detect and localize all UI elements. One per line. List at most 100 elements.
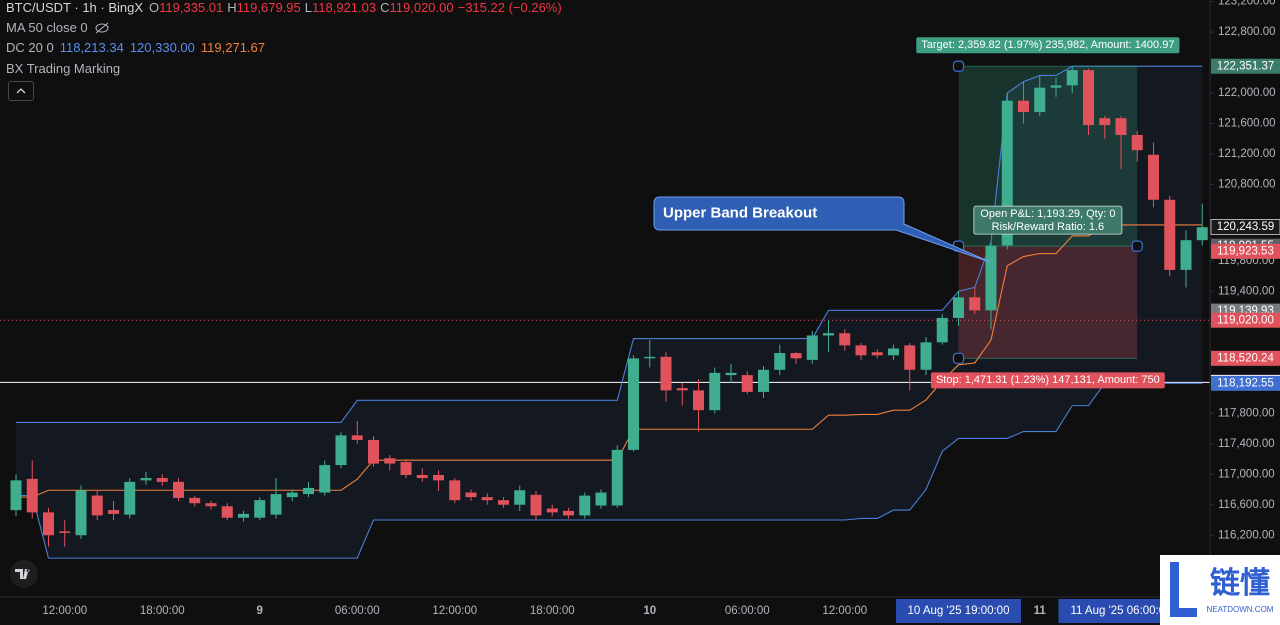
x-tick-label: 10 Aug '25 19:00:00 <box>908 605 1010 617</box>
price-tag-label: 120,243.59 <box>1217 221 1275 233</box>
position-handle <box>1131 240 1143 252</box>
candle-body <box>644 356 656 359</box>
candle-body <box>416 475 428 479</box>
price-tag-label: 122,351.37 <box>1217 60 1275 72</box>
candle-body <box>351 435 363 440</box>
candle-body <box>969 297 981 311</box>
y-tick-label: 116,200.00 <box>1218 529 1275 541</box>
indicator-line: BX Trading Marking <box>6 61 120 76</box>
price-tag <box>1211 350 1280 366</box>
logo-mark <box>15 569 30 579</box>
x-tick-label: 10 <box>643 605 656 617</box>
candle-body <box>953 297 964 318</box>
axes: 123,200.00 122,800.00 122,000.00 121,600.00… <box>42 0 1280 623</box>
candle-body <box>1131 134 1143 151</box>
candle-body <box>498 500 509 505</box>
candle-body <box>546 508 558 513</box>
candle-body <box>790 353 802 359</box>
price-tag-label: 118,520.24 <box>1217 352 1274 364</box>
candle-body <box>1196 227 1208 241</box>
candle-body <box>43 512 54 536</box>
ohlc-value: 118,921.03 <box>312 0 377 15</box>
candle-body <box>530 494 542 516</box>
selected-label-bg <box>896 599 1021 623</box>
candle-body <box>173 481 184 498</box>
candle-body <box>481 497 493 501</box>
price-tag <box>1211 243 1280 259</box>
y-tick-label: 120,800.00 <box>1218 179 1276 191</box>
candle-body <box>303 487 314 495</box>
price-tag-label: 119,020.00 <box>1217 314 1274 326</box>
candle-body <box>563 510 574 516</box>
x-tick-label: 11 <box>1034 605 1047 617</box>
indicator-value: 118,213.34 <box>59 40 124 55</box>
chevron <box>16 88 26 94</box>
position-label: Target: 2,359.82 (1.97%) 235,982, Amount… <box>921 39 1174 51</box>
candle-body <box>839 333 851 346</box>
header-line: BTC/USDT · 1h · BingX O119,335.01 H119,6… <box>6 0 562 15</box>
candle-body <box>75 490 87 536</box>
y-tick-label: 121,600.00 <box>1218 118 1276 130</box>
hidden-icon[interactable] <box>94 22 110 34</box>
candle-body <box>1018 100 1029 113</box>
y-tick-label: 117,800.00 <box>1218 407 1275 419</box>
position-handle <box>952 352 965 364</box>
candle-body <box>1164 199 1176 270</box>
candle-body <box>660 356 672 391</box>
ohlc-value: 119,335.01 <box>159 0 224 15</box>
candle-body <box>888 348 899 356</box>
x-tick-label: 11 Aug '25 06:00:00 <box>1070 605 1171 617</box>
candle-body <box>1034 87 1046 113</box>
x-tick-label: 12:00:00 <box>432 605 477 617</box>
candle-body <box>59 531 71 533</box>
candle-body <box>108 510 119 514</box>
watermark-icon <box>1170 562 1197 617</box>
price-tag <box>1210 219 1280 235</box>
collapse-button[interactable] <box>8 81 34 101</box>
watermark-title: 链懂 <box>1210 566 1270 600</box>
candle-body <box>1099 118 1111 126</box>
candle-body <box>1148 154 1159 200</box>
y-tick-label: 117,000.00 <box>1218 468 1275 480</box>
candle-body <box>871 352 883 356</box>
candle-body <box>920 342 932 370</box>
position-label-bg <box>930 372 1165 389</box>
callout: Upper Band Breakout <box>653 196 991 263</box>
ohlc: O119,335.01 H119,679.95 L118,921.03 C119… <box>149 0 562 15</box>
x-tick-label: 18:00:00 <box>140 605 185 617</box>
x-tick-label: 18:00:00 <box>530 605 575 617</box>
candle-body <box>823 333 834 336</box>
x-tick-label: 12:00:00 <box>42 605 87 617</box>
candle-body <box>26 478 38 513</box>
candle-body <box>465 492 477 498</box>
price-tag-label: 118,192.55 <box>1217 377 1274 389</box>
candle-body <box>611 449 623 506</box>
candle-body <box>579 495 591 516</box>
watermark-url: NEATDOWN.COM <box>1207 605 1274 614</box>
plot-area: Target: 2,359.82 (1.97%) 235,982, Amount… <box>0 37 1210 559</box>
candle-body <box>286 492 298 498</box>
indicator-line: MA 50 close 0 <box>6 20 110 35</box>
y-tick-label: 123,200.00 <box>1218 0 1276 8</box>
indicator-value: 120,330.00 <box>129 40 195 55</box>
candle-body <box>384 458 396 464</box>
candle-body <box>238 513 249 518</box>
indicator-value: 119,271.67 <box>200 40 265 55</box>
candle-body <box>855 345 867 356</box>
indicator-name[interactable]: DC 20 0 <box>6 40 54 55</box>
candle-body <box>514 490 526 505</box>
candle-body <box>254 500 266 518</box>
price-tag-label: 119,923.53 <box>1217 245 1274 257</box>
position-label: Stop: 1,471.31 (1.23%) 147,131, Amount: … <box>936 374 1160 386</box>
indicator-name[interactable]: BX Trading Marking <box>6 61 121 76</box>
candle-body <box>205 503 217 507</box>
position-handle <box>952 60 965 72</box>
indicator-name[interactable]: MA 50 close 0 <box>6 20 88 35</box>
candle-body <box>595 492 607 506</box>
price-tag <box>1211 375 1280 391</box>
candle-body <box>140 478 152 481</box>
candle-body <box>91 495 103 516</box>
